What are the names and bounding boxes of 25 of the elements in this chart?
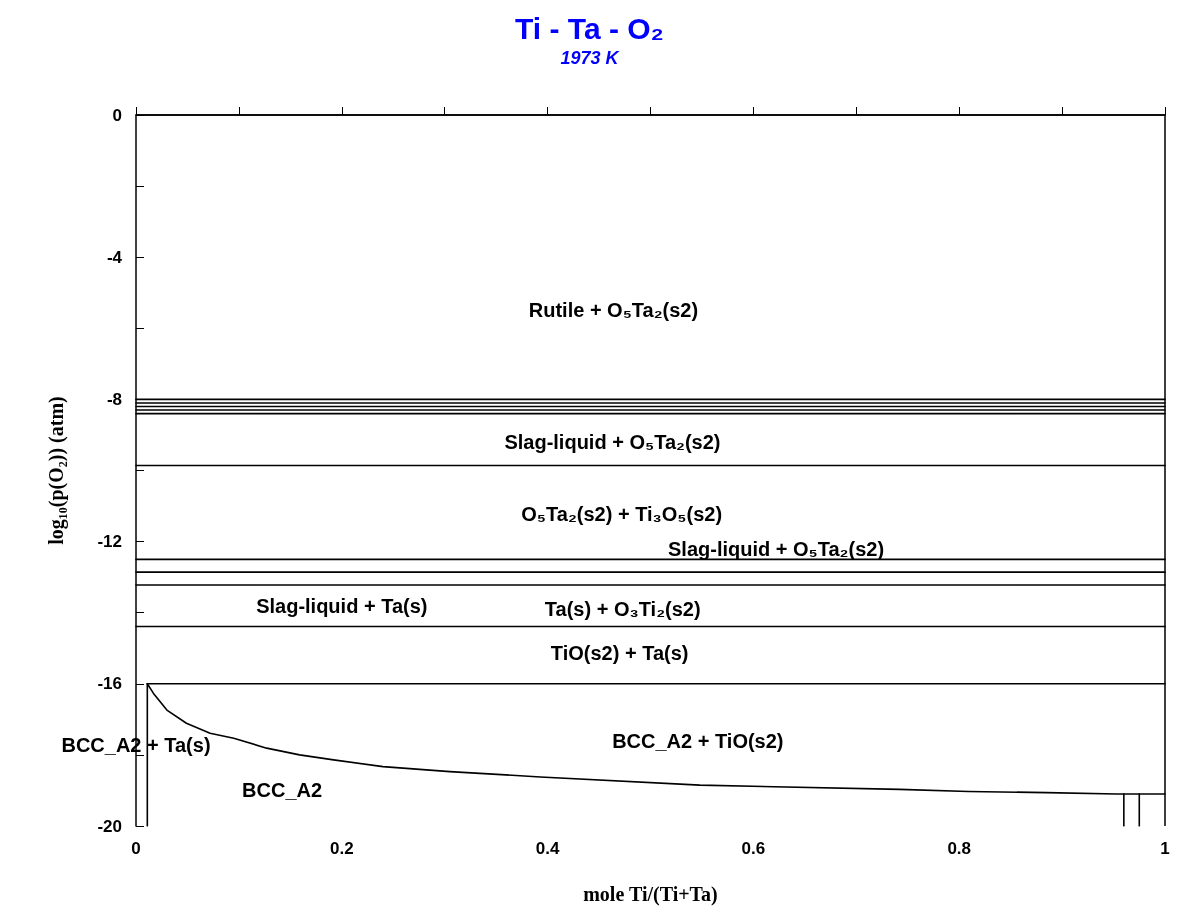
x-axis-title: mole Ti/(Ti+Ta) [583,883,718,906]
x-tick-label: 0.2 [329,839,354,858]
chart-subtitle: 1973 K [560,48,621,68]
annotation: Slag-liquid + O₅Ta₂(s2) [504,431,721,454]
annotation: BCC_A2 [242,779,323,802]
annotation: Slag-liquid + O₅Ta₂(s2) [668,538,885,561]
annotation: TiO(s2) + Ta(s) [550,642,689,665]
x-tick-label: 0.4 [535,839,560,858]
annotation: BCC_A2 + TiO(s2) [612,729,784,752]
chart-title: Ti - Ta - O₂ [515,11,664,45]
annotation: Rutile + O₅Ta₂(s2) [528,298,699,321]
y-tick-label: -8 [106,389,122,409]
y-tick-label: -16 [97,674,122,694]
x-tick-label: 0 [131,839,141,858]
annotation: Slag-liquid + Ta(s) [256,594,428,617]
y-axis-title: log₁₀(p(O₂)) (atm) [45,396,68,545]
x-tick-label: 1 [1160,839,1170,858]
annotation: O₅Ta₂(s2) + Ti₃O₅(s2) [521,502,723,525]
annotation: Ta(s) + O₃Ti₂(s2) [544,598,701,621]
y-tick-label: 0 [112,105,122,125]
y-tick-label: -4 [106,247,123,267]
y-tick-label: -12 [97,532,122,552]
y-tick-label: -20 [97,816,122,836]
x-tick-label: 0.6 [741,839,766,858]
x-tick-label: 0.8 [947,839,972,858]
